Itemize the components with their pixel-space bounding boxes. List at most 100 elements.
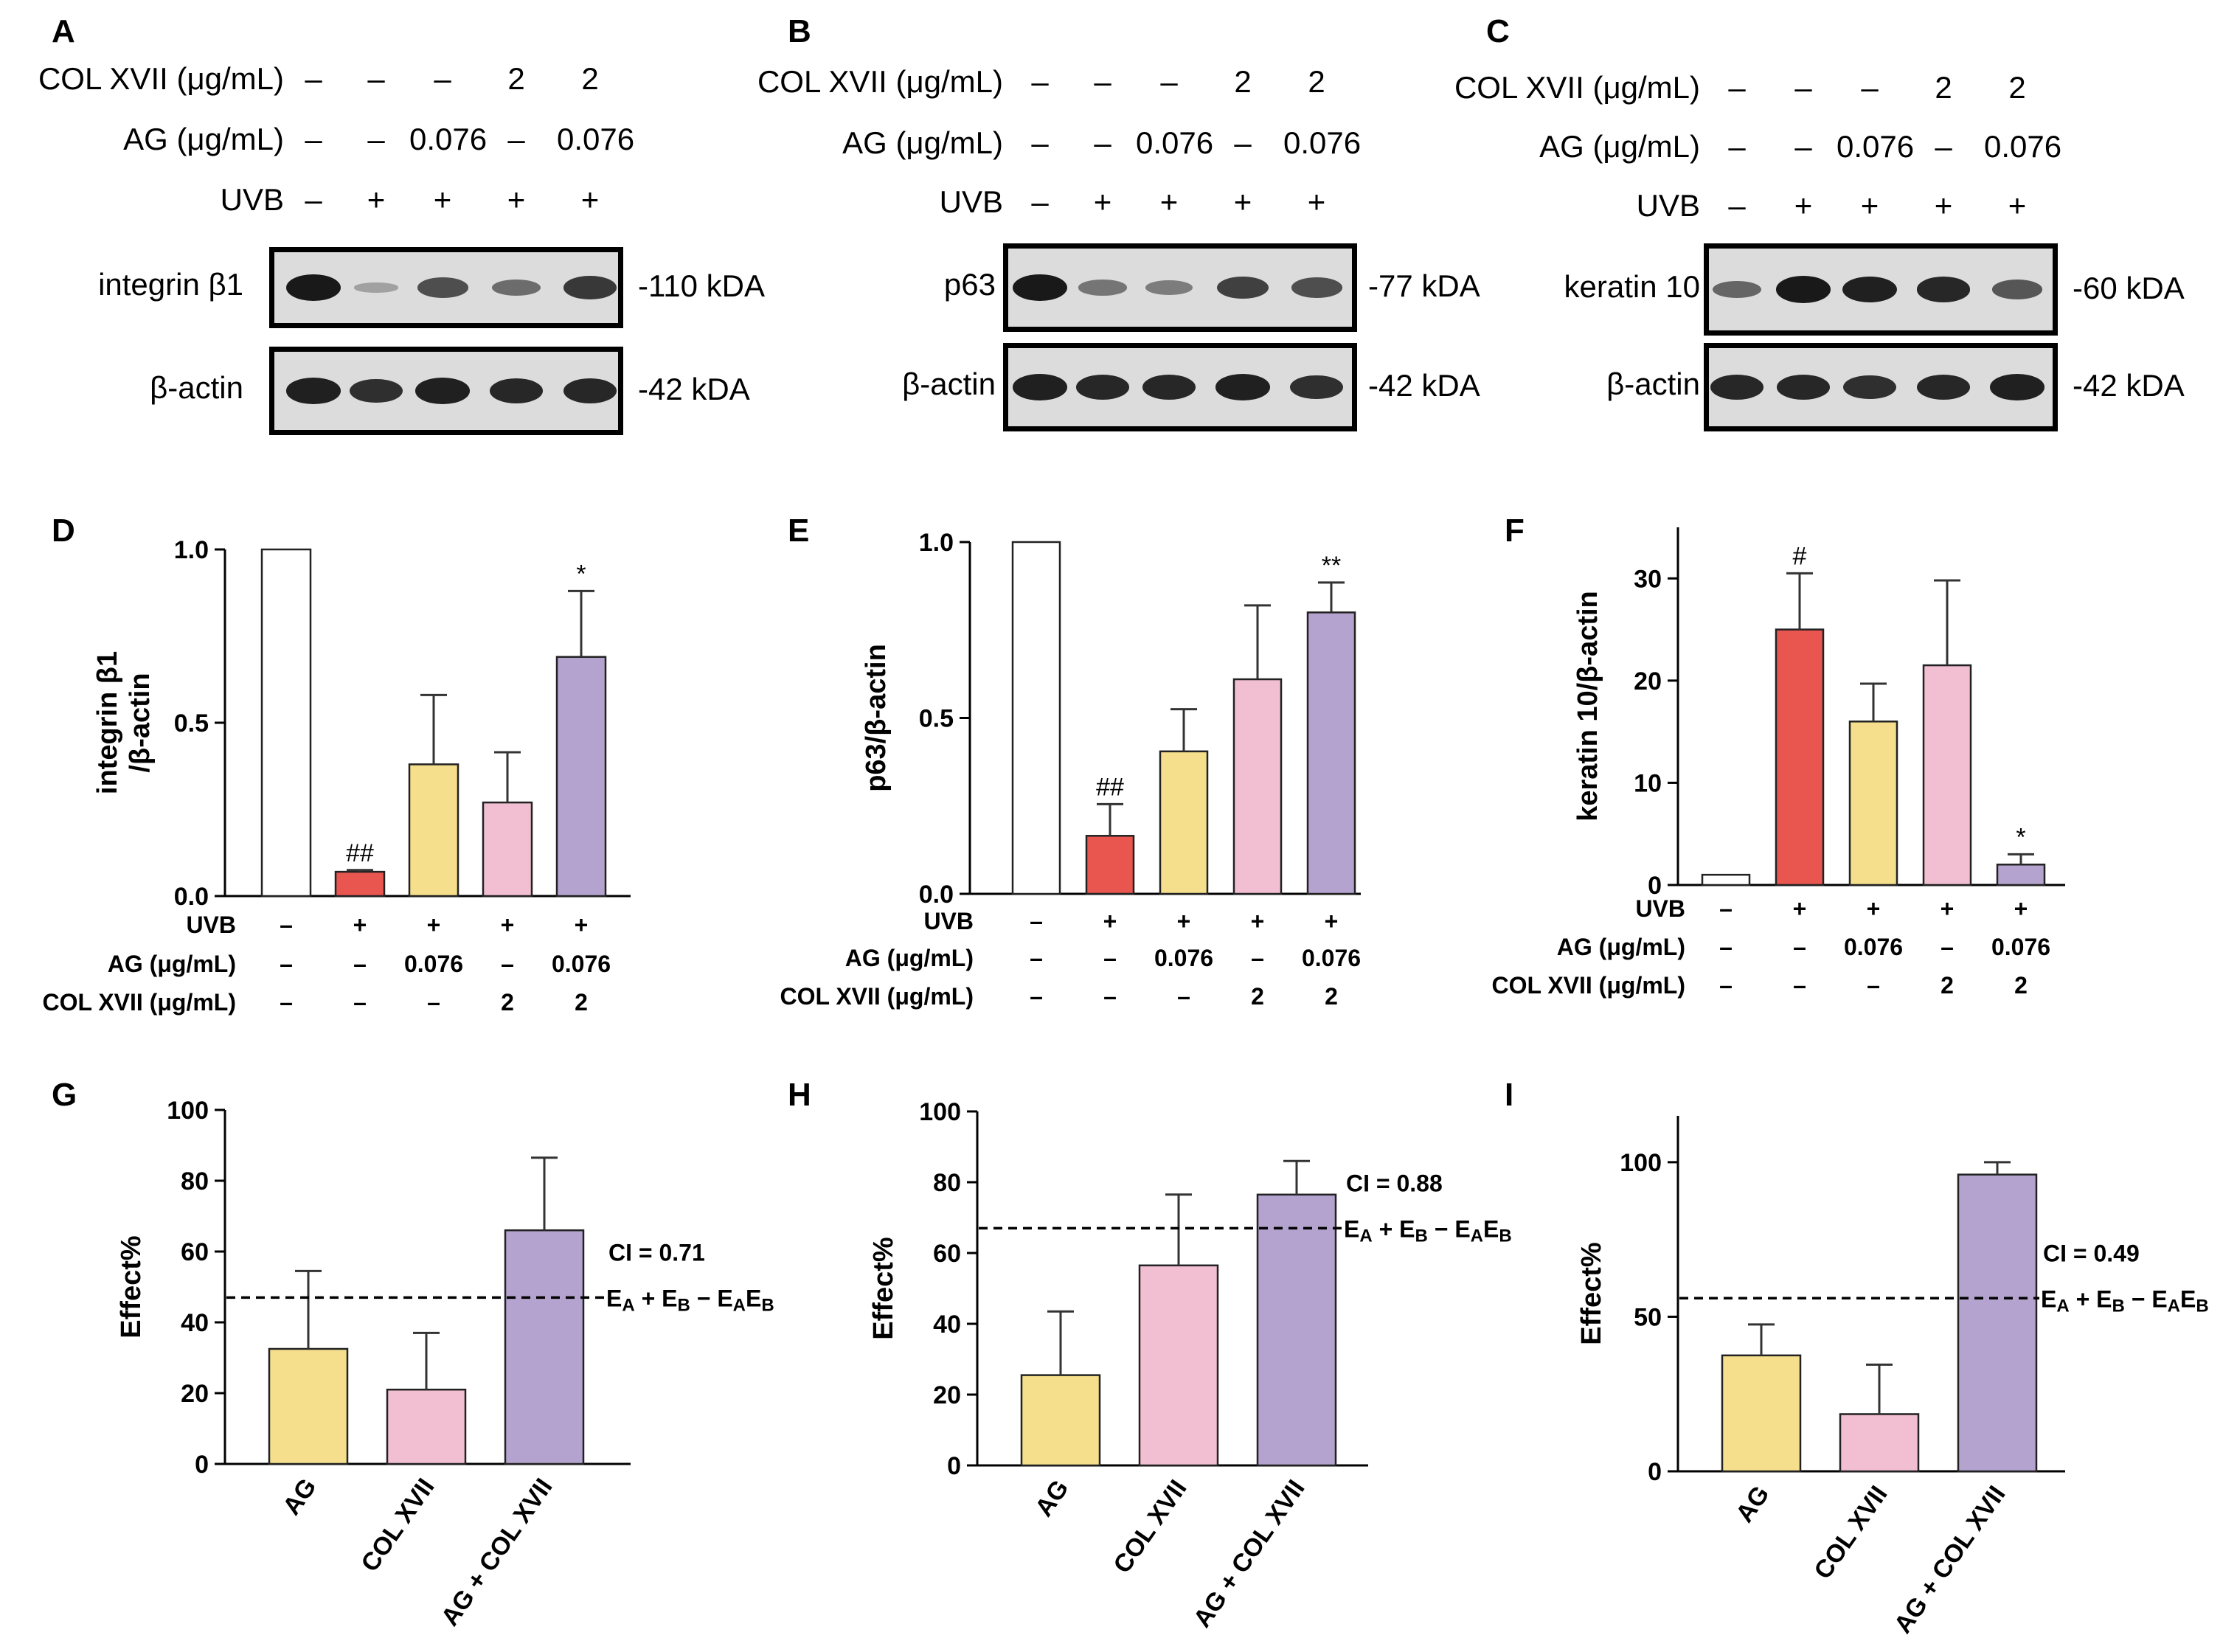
significance-label: **: [1322, 552, 1341, 580]
condition-value: +: [1103, 908, 1117, 934]
y-axis-label: integrin β1: [92, 651, 123, 794]
condition-value: –: [280, 951, 293, 977]
blot-band: [1843, 375, 1896, 400]
significance-label: *: [576, 560, 586, 588]
condition-row-label: UVB: [186, 912, 236, 938]
blot-membrane: [1704, 343, 2058, 431]
blot-condition-value: –: [1728, 188, 1746, 223]
blot-condition-value: –: [1794, 129, 1812, 164]
formula-subscript: B: [1499, 1226, 1511, 1246]
condition-value: 0.076: [1154, 945, 1213, 971]
panel-label-a: A: [52, 13, 75, 49]
blot-protein-label: integrin β1: [98, 267, 243, 302]
blot-kda-label: -77 kDA: [1368, 268, 1480, 303]
y-tick-label: 10: [1634, 769, 1662, 797]
panel-label-e: E: [788, 513, 810, 549]
blot-condition-value: 2: [507, 61, 525, 96]
blot-band: [1990, 374, 2044, 400]
bar: [1922, 664, 1972, 886]
condition-value: +: [501, 912, 515, 938]
blot-condition-value: 0.076: [1837, 129, 1915, 164]
condition-value: –: [1030, 945, 1043, 971]
blot-band: [1145, 280, 1193, 295]
blot-condition-label: AG (μg/mL): [842, 125, 1003, 160]
condition-value: –: [501, 951, 514, 977]
blot-condition-label: UVB: [220, 182, 284, 217]
blot-membrane: [269, 247, 623, 328]
panel-label-f: F: [1505, 513, 1525, 549]
blot-kda-label: -60 kDA: [2073, 270, 2185, 305]
y-tick-label: 0.0: [919, 881, 954, 909]
bar: [1020, 1374, 1101, 1467]
significance-label: ##: [346, 839, 374, 867]
y-tick-label: 0.5: [174, 709, 209, 738]
blot-condition-value: –: [434, 61, 451, 96]
bar: [260, 548, 312, 898]
chart-f: 0 10 20 30 keratin 10/β-actin # * UVB – + + + + AG (μ…: [1491, 527, 2065, 999]
formula-text: − E: [1428, 1215, 1471, 1242]
blot-kda-label: -42 kDA: [2073, 368, 2185, 403]
condition-value: 2: [575, 989, 588, 1016]
condition-value: –: [427, 989, 440, 1016]
blot-condition-value: –: [1094, 125, 1111, 160]
bar: [1232, 678, 1283, 895]
y-tick-label: 0: [195, 1451, 209, 1479]
y-tick-label: 80: [933, 1169, 961, 1197]
condition-value: –: [1867, 972, 1880, 999]
condition-value: 2: [1941, 972, 1954, 999]
blot-condition-value: 0.076: [1136, 125, 1214, 160]
condition-value: –: [1030, 983, 1043, 1010]
blot-condition-value: +: [1233, 184, 1252, 219]
bar: [1996, 864, 2046, 886]
significance-label: ##: [1096, 773, 1124, 801]
y-tick-label: 40: [933, 1311, 961, 1339]
formula-text: E: [2180, 1285, 2196, 1312]
formula-subscript: B: [678, 1295, 690, 1315]
blot-condition-label: COL XVII (μg/mL): [757, 64, 1003, 99]
blot-condition-value: –: [1160, 64, 1178, 99]
condition-row-label: COL XVII (μg/mL): [780, 983, 974, 1010]
blot-condition-value: –: [1728, 70, 1746, 105]
blot-condition-value: 0.076: [1984, 129, 2062, 164]
blot-condition-value: –: [305, 182, 322, 217]
condition-value: –: [1251, 945, 1264, 971]
blot-membrane: [269, 347, 623, 435]
blot-band: [1916, 374, 1971, 400]
blot-condition-value: 2: [1234, 64, 1252, 99]
blot-band: [1215, 374, 1270, 400]
bar: [408, 763, 459, 898]
blot-condition-value: –: [1794, 70, 1812, 105]
formula-text: E: [2041, 1285, 2056, 1312]
bar: [1256, 1193, 1337, 1467]
y-axis-label: Effect%: [868, 1237, 899, 1339]
blot-band: [417, 277, 468, 298]
blot-condition-value: –: [367, 61, 385, 96]
formula-subscript: B: [2112, 1296, 2125, 1316]
blot-condition-value: +: [1093, 184, 1112, 219]
condition-value: 2: [501, 989, 514, 1016]
blot-condition-value: 0.076: [557, 122, 635, 156]
formula-subscript: A: [2056, 1296, 2069, 1316]
blot-condition-label: UVB: [939, 184, 1003, 219]
condition-value: +: [1941, 895, 1955, 922]
condition-value: –: [280, 912, 293, 938]
y-tick-label: 20: [181, 1380, 209, 1408]
blot-condition-value: +: [433, 182, 452, 217]
formula-subscript: A: [1359, 1226, 1372, 1246]
y-tick-label: 0: [1648, 1458, 1662, 1486]
blot-condition-value: –: [1094, 64, 1111, 99]
formula-text: + E: [2070, 1285, 2112, 1312]
y-tick-label: 20: [1634, 667, 1662, 695]
blot-condition-label: UVB: [1636, 188, 1700, 223]
blot-condition-value: +: [367, 182, 386, 217]
blot-membrane: [1003, 243, 1357, 332]
bar: [1011, 541, 1061, 895]
blot-protein-label: β-actin: [902, 367, 996, 401]
blot-condition-value: +: [507, 182, 526, 217]
blot-band: [1710, 374, 1764, 400]
y-axis-label: /β-actin: [125, 673, 156, 772]
y-tick-label: 80: [181, 1167, 209, 1195]
blot-condition-value: –: [1234, 125, 1252, 160]
